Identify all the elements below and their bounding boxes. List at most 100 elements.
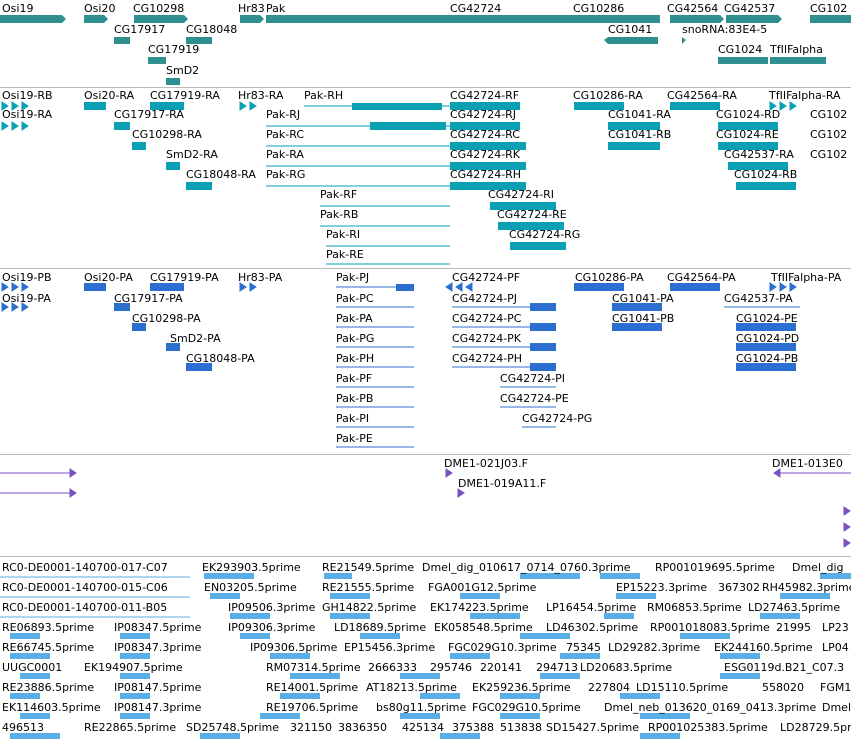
- est-label[interactable]: RP001019695.5prime: [655, 561, 775, 574]
- est-label[interactable]: 3836350: [338, 721, 387, 734]
- est-label[interactable]: RP001025383.5prime: [648, 721, 768, 734]
- transcript-label[interactable]: SmD2-RA: [166, 148, 218, 161]
- transcript-label[interactable]: Pak-RF: [320, 188, 358, 201]
- est-label[interactable]: IP08147.3prime: [114, 701, 202, 714]
- est-label[interactable]: LP04: [822, 641, 849, 654]
- est-label[interactable]: Dmel: [822, 701, 851, 714]
- est-label[interactable]: EK194907.5prime: [84, 661, 183, 674]
- est-label[interactable]: EK293903.5prime: [202, 561, 301, 574]
- est-label[interactable]: 295746: [430, 661, 472, 674]
- transcript-label[interactable]: CG1024-RB: [734, 168, 798, 181]
- est-label[interactable]: SD25748.5prime: [186, 721, 279, 734]
- protein-label[interactable]: CG10286-PA: [575, 271, 644, 284]
- protein-label[interactable]: CG42724-PF: [452, 271, 521, 284]
- gene-label[interactable]: CG10298: [133, 2, 185, 15]
- est-label[interactable]: EN03205.5prime: [204, 581, 297, 594]
- gene-label[interactable]: CG10286: [573, 2, 625, 15]
- protein-label[interactable]: Pak-PH: [336, 352, 375, 365]
- gene-label[interactable]: Osi19: [2, 2, 34, 15]
- est-label[interactable]: 558020: [762, 681, 804, 694]
- est-label[interactable]: 21995: [776, 621, 811, 634]
- protein-label[interactable]: CG42724-PJ: [452, 292, 518, 305]
- transcript-label[interactable]: CG42724-RF: [450, 89, 520, 102]
- transcript-label[interactable]: Osi19-RA: [2, 108, 53, 121]
- transcript-label[interactable]: CG42537-RA: [724, 148, 794, 161]
- est-label[interactable]: Dmel_dig: [792, 561, 844, 574]
- est-label[interactable]: LD28729.5prime: [780, 721, 851, 734]
- gene-label[interactable]: CG17917: [114, 23, 166, 36]
- transcript-label[interactable]: CG42724-RC: [450, 128, 520, 141]
- gene-label[interactable]: CG102: [810, 2, 848, 15]
- gene-label[interactable]: snoRNA:83E4-5: [682, 23, 768, 36]
- transcript-label[interactable]: CG42724-RJ: [450, 108, 517, 121]
- protein-label[interactable]: Pak-PA: [336, 312, 373, 325]
- protein-label[interactable]: CG42724-PC: [452, 312, 522, 325]
- est-label[interactable]: 375388: [452, 721, 494, 734]
- transcript-label[interactable]: CG1024-RD: [716, 108, 781, 121]
- protein-label[interactable]: Pak-PB: [336, 392, 374, 405]
- protein-label[interactable]: CG17917-PA: [114, 292, 183, 305]
- est-label[interactable]: 2666333: [368, 661, 417, 674]
- protein-label[interactable]: CG42724-PE: [500, 392, 569, 405]
- est-label[interactable]: EK259236.5prime: [472, 681, 571, 694]
- protein-label[interactable]: CG10298-PA: [132, 312, 201, 325]
- gene-label[interactable]: Hr83: [238, 2, 265, 15]
- protein-label[interactable]: Osi20-PA: [84, 271, 133, 284]
- protein-label[interactable]: CG42724-PG: [522, 412, 593, 425]
- est-label[interactable]: GH14822.5prime: [322, 601, 417, 614]
- est-label[interactable]: RC0-DE0001-140700-015-C06: [2, 581, 168, 594]
- transcript-label[interactable]: Pak-RJ: [266, 108, 301, 121]
- gene-label[interactable]: Pak: [266, 2, 286, 15]
- clone-label[interactable]: DME1-021J03.F: [444, 457, 528, 470]
- est-label[interactable]: RM06853.5prime: [647, 601, 742, 614]
- est-label[interactable]: RE19706.5prime: [266, 701, 359, 714]
- transcript-label[interactable]: CG42724-RH: [450, 168, 522, 181]
- protein-label[interactable]: CG18048-PA: [186, 352, 255, 365]
- protein-label[interactable]: CG1024-PB: [736, 352, 799, 365]
- clone-label[interactable]: DME1-013E0: [772, 457, 843, 470]
- protein-label[interactable]: CG42724-PK: [452, 332, 522, 345]
- est-label[interactable]: Dmel_neb_013620_0169_0413.3prime: [604, 701, 817, 714]
- est-label[interactable]: 294713: [536, 661, 578, 674]
- transcript-label[interactable]: CG1041-RA: [608, 108, 671, 121]
- transcript-label[interactable]: CG42724-RG: [509, 228, 581, 241]
- est-label[interactable]: IP08147.5prime: [114, 681, 202, 694]
- protein-label[interactable]: CG1024-PD: [736, 332, 800, 345]
- est-label[interactable]: RE06893.5prime: [2, 621, 95, 634]
- transcript-label[interactable]: Pak-RB: [320, 208, 359, 221]
- protein-label[interactable]: CG42724-PH: [452, 352, 523, 365]
- est-label[interactable]: UUGC0001: [2, 661, 63, 674]
- protein-label[interactable]: CG42564-PA: [667, 271, 736, 284]
- protein-label[interactable]: CG42724-PI: [500, 372, 566, 385]
- est-label[interactable]: RE14001.5prime: [266, 681, 359, 694]
- transcript-label[interactable]: CG42724-RI: [488, 188, 555, 201]
- est-label[interactable]: LD29282.3prime: [608, 641, 701, 654]
- est-label[interactable]: RM07314.5prime: [266, 661, 361, 674]
- protein-label[interactable]: CG42537-PA: [724, 292, 793, 305]
- transcript-label[interactable]: Pak-RA: [266, 148, 304, 161]
- transcript-label[interactable]: CG42564-RA: [667, 89, 737, 102]
- est-label[interactable]: RP001018083.5prime: [650, 621, 770, 634]
- est-label[interactable]: 425134: [402, 721, 444, 734]
- transcript-label[interactable]: Hr83-RA: [238, 89, 284, 102]
- gene-label[interactable]: CG17919: [148, 43, 200, 56]
- protein-label[interactable]: Hr83-PA: [238, 271, 283, 284]
- est-label[interactable]: FGA001G12.5prime: [428, 581, 537, 594]
- transcript-label[interactable]: CG42724-RE: [497, 208, 567, 221]
- protein-label[interactable]: Pak-PJ: [336, 271, 370, 284]
- est-label[interactable]: LP23: [822, 621, 849, 634]
- est-label[interactable]: 367302: [718, 581, 760, 594]
- est-label[interactable]: RE21549.5prime: [322, 561, 415, 574]
- gene-label[interactable]: CG1041: [608, 23, 653, 36]
- protein-label[interactable]: Pak-PE: [336, 432, 373, 445]
- protein-label[interactable]: Pak-PC: [336, 292, 374, 305]
- est-label[interactable]: AT18213.5prime: [366, 681, 457, 694]
- gene-label[interactable]: Osi20: [84, 2, 116, 15]
- gene-label[interactable]: SmD2: [166, 64, 200, 77]
- est-label[interactable]: ESG0119d.B21_C07.3: [724, 661, 845, 674]
- est-label[interactable]: Dmel_dig_010617_0714_0760.3prime: [422, 561, 631, 574]
- est-label[interactable]: RE66745.5prime: [2, 641, 95, 654]
- est-label[interactable]: FGC029G10.5prime: [472, 701, 581, 714]
- protein-label[interactable]: Pak-PF: [336, 372, 373, 385]
- transcript-label[interactable]: CG17917-RA: [114, 108, 184, 121]
